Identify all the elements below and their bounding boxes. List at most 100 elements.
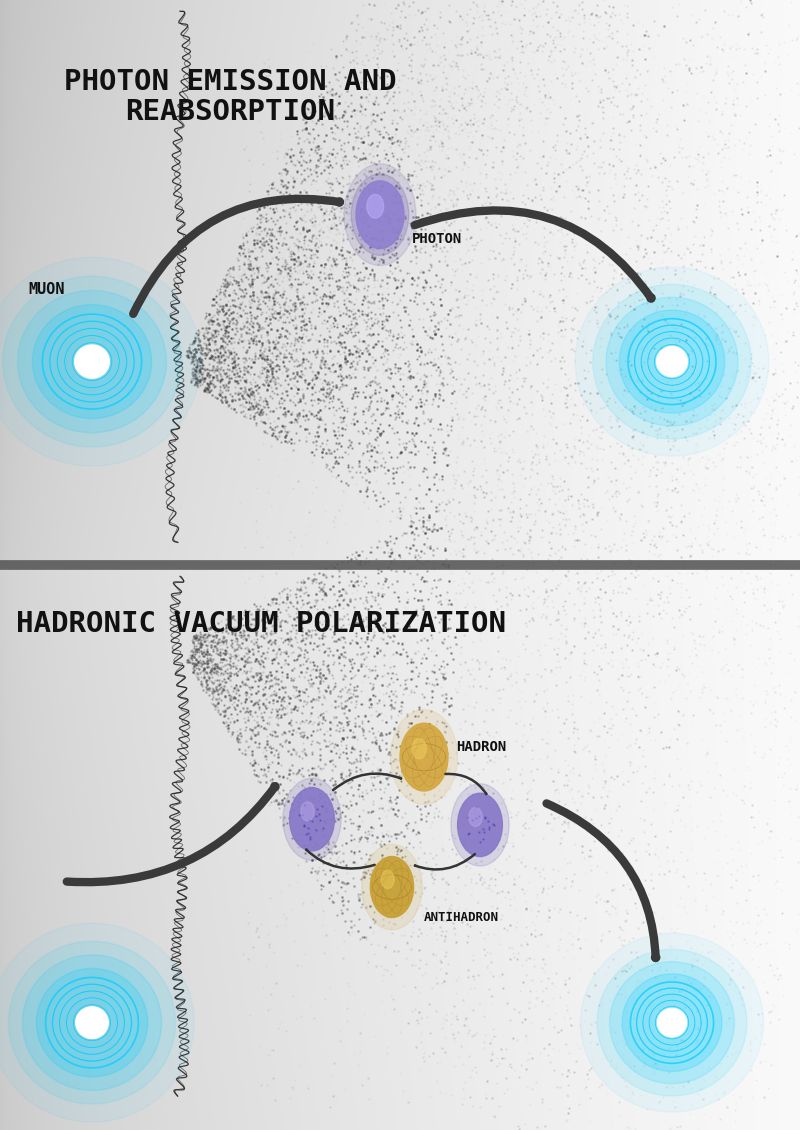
Circle shape [301,802,314,820]
Bar [8,0,16,565]
Text: ANTIHADRON: ANTIHADRON [424,911,499,924]
Text: MUON: MUON [28,281,65,297]
Bar [7,0,15,565]
Bar [6,0,14,565]
Bar [7,0,15,565]
Bar [2,0,10,565]
Bar [2,0,10,565]
Bar [4,0,12,565]
Bar [5,0,13,565]
Bar [2,0,10,565]
Ellipse shape [593,285,751,438]
Bar [7,0,15,565]
Ellipse shape [610,962,734,1084]
Bar [2,0,10,565]
Circle shape [469,808,482,826]
Circle shape [390,710,458,805]
Circle shape [381,870,394,888]
Bar [4,0,12,565]
Circle shape [412,739,426,759]
Bar [4,0,12,565]
Bar [1,0,9,565]
Bar [2,0,10,565]
Bar [3,0,11,565]
Bar [0,0,8,565]
Bar [7,0,15,565]
Circle shape [351,174,409,255]
Ellipse shape [2,276,182,447]
Ellipse shape [657,347,687,376]
Ellipse shape [606,297,738,426]
Bar [4,0,12,565]
Bar [5,0,13,565]
Bar [6,0,14,565]
Bar [5,0,13,565]
Bar [4,0,12,565]
Bar [1,0,9,565]
Bar [6,0,14,565]
Bar [6,0,15,565]
Bar [3,0,11,565]
Ellipse shape [663,353,681,371]
Circle shape [458,793,502,857]
Bar [8,0,16,565]
Bar [3,0,11,565]
Circle shape [344,164,416,266]
Ellipse shape [622,974,722,1071]
Bar [6,0,14,565]
Bar [2,0,10,565]
Bar [8,0,16,565]
Ellipse shape [597,949,747,1096]
Bar [7,0,15,565]
Bar [2,0,10,565]
Bar [2,0,10,565]
Bar [2,0,10,565]
Bar [1,0,9,565]
Bar [7,0,15,565]
Circle shape [400,723,448,791]
Bar [6,0,14,565]
Bar [6,0,14,565]
Ellipse shape [659,1010,685,1035]
Bar [0,0,8,565]
Bar [1,0,9,565]
Ellipse shape [659,349,685,374]
Ellipse shape [9,941,175,1104]
Bar [2,0,11,565]
Bar [0,0,8,565]
Circle shape [370,857,414,918]
Ellipse shape [86,1017,98,1028]
Bar [4,0,12,565]
Ellipse shape [581,933,763,1112]
Ellipse shape [667,1018,677,1027]
Ellipse shape [0,258,201,466]
Bar [2,0,10,565]
Bar [6,0,14,565]
Ellipse shape [76,1007,108,1038]
Circle shape [356,181,404,249]
Bar [0,0,8,565]
Bar [0,0,8,565]
Bar [2,0,10,565]
Ellipse shape [77,347,107,376]
Ellipse shape [78,1009,106,1036]
Bar [6,0,14,565]
Bar [5,0,13,565]
Bar [6,0,14,565]
Bar [1,0,9,565]
Ellipse shape [74,345,110,379]
Ellipse shape [82,353,102,371]
Bar [4,0,12,565]
Bar [6,0,14,565]
Ellipse shape [36,968,148,1077]
Ellipse shape [666,356,678,367]
Bar [3,0,11,565]
Bar [6,0,14,565]
Bar [5,0,13,565]
Ellipse shape [575,267,769,457]
Ellipse shape [664,1015,680,1031]
Bar [2,0,10,565]
Bar [7,0,15,565]
Bar [3,0,11,565]
Bar [6,0,14,565]
